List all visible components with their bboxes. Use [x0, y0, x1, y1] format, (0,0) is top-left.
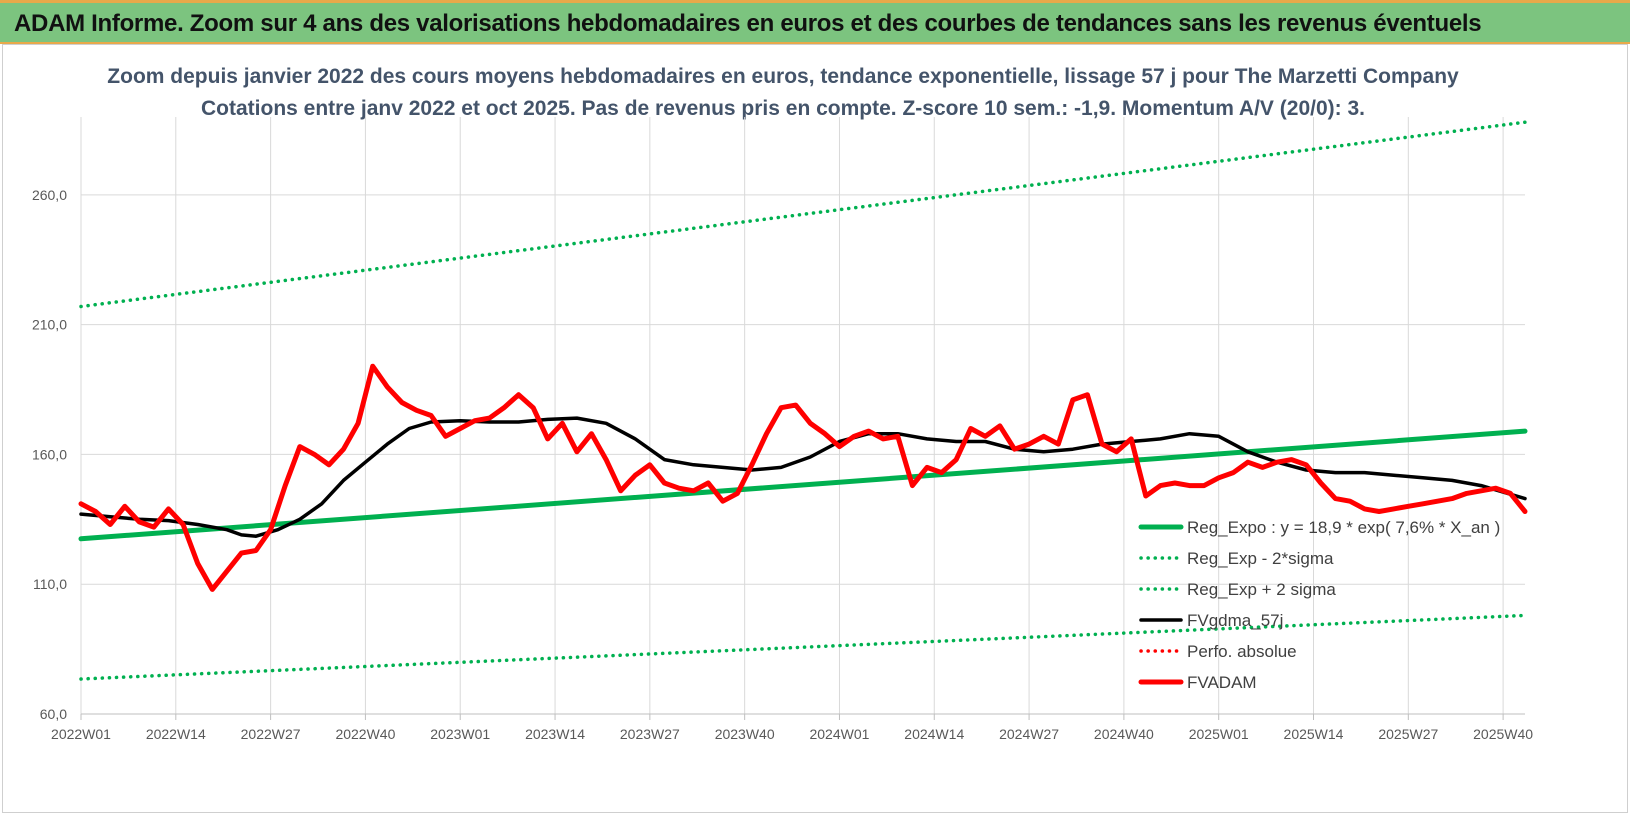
x-tick-label: 2025W40	[1473, 726, 1533, 742]
series-line-1	[79, 613, 1527, 681]
series-line-0	[78, 428, 1528, 542]
x-axis-ticks: 2022W01 2022W14 2022W27 2022W40 2023W01 2023W…	[51, 726, 1533, 742]
x-tick-label: 2024W01	[809, 726, 869, 742]
x-tick-label: 2022W01	[51, 726, 111, 742]
x-tick-label: 2022W40	[335, 726, 395, 742]
x-tick-label: 2025W01	[1189, 726, 1249, 742]
series-line-5	[78, 363, 1528, 592]
x-tick-label: 2023W40	[715, 726, 775, 742]
x-tick-label: 2022W27	[241, 726, 301, 742]
line-chart: Zoom depuis janvier 2022 des cours moyen…	[32, 65, 1533, 742]
plot-gridlines	[80, 117, 1525, 720]
y-tick-label: 160,0	[32, 446, 67, 462]
x-tick-label: 2025W14	[1284, 726, 1344, 742]
report-banner: ADAM Informe. Zoom sur 4 ans des valoris…	[0, 0, 1630, 44]
chart-subtitle: Cotations entre janv 2022 et oct 2025. P…	[201, 97, 1365, 120]
x-tick-label: 2025W27	[1378, 726, 1438, 742]
legend-label-1: Reg_Exp - 2*sigma	[1187, 549, 1334, 568]
chart-legend: Reg_Expo : y = 18,9 * exp( 7,6% * X_an )…	[1138, 518, 1500, 692]
y-tick-label: 210,0	[32, 317, 67, 333]
x-tick-label: 2024W40	[1094, 726, 1154, 742]
y-axis-ticks: 60,0 110,0 160,0 210,0 260,0	[32, 187, 67, 722]
x-tick-label: 2023W01	[430, 726, 490, 742]
legend-label-4: Perfo. absolue	[1187, 642, 1297, 661]
plot-series	[78, 120, 1528, 681]
y-tick-label: 60,0	[40, 706, 67, 722]
y-tick-label: 110,0	[33, 576, 67, 592]
x-tick-label: 2022W14	[146, 726, 206, 742]
x-tick-label: 2024W14	[904, 726, 964, 742]
report-title: ADAM Informe. Zoom sur 4 ans des valoris…	[14, 10, 1482, 37]
legend-label-3: FVgdma_57j	[1187, 611, 1283, 630]
x-tick-label: 2023W27	[620, 726, 680, 742]
x-tick-label: 2023W14	[525, 726, 585, 742]
chart-frame: Zoom depuis janvier 2022 des cours moyen…	[2, 44, 1628, 813]
chart-title: Zoom depuis janvier 2022 des cours moyen…	[107, 65, 1459, 88]
y-tick-label: 260,0	[32, 187, 67, 203]
legend-label-5: FVADAM	[1187, 673, 1257, 692]
legend-label-2: Reg_Exp + 2 sigma	[1187, 580, 1336, 599]
series-line-2	[79, 120, 1527, 309]
x-tick-label: 2024W27	[999, 726, 1059, 742]
legend-label-0: Reg_Expo : y = 18,9 * exp( 7,6% * X_an )	[1187, 518, 1500, 537]
